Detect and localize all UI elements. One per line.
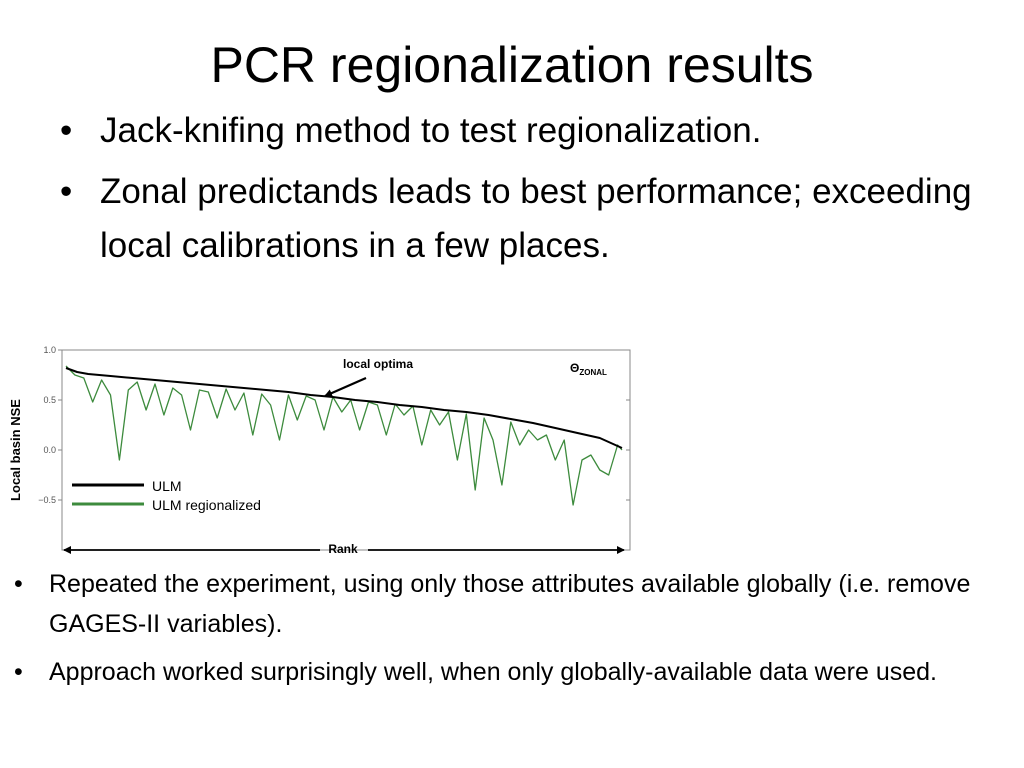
bullet-item: • Repeated the experiment, using only tho… [14, 564, 1014, 644]
bullet-item: • Jack-knifing method to test regionaliza… [60, 104, 980, 158]
y-tick-label: −0.5 [38, 495, 56, 505]
bottom-bullet-list: • Repeated the experiment, using only tho… [14, 564, 1014, 700]
y-tick-label: 0.5 [43, 395, 56, 405]
x-axis-label: Rank [328, 542, 358, 556]
slide-title: PCR regionalization results [210, 37, 814, 93]
local-optima-label: local optima [343, 357, 413, 371]
local-optima-arrow [324, 376, 367, 398]
bullet-item: • Approach worked surprisingly well, when… [14, 652, 1014, 692]
y-tick-label: 1.0 [43, 345, 56, 355]
nse-rank-chart: 1.0 0.5 0.0 −0.5 Local basin NSE local opti… [0, 330, 640, 565]
y-axis-ticks: 1.0 0.5 0.0 −0.5 [38, 345, 630, 505]
series-ulm-regionalized-line [65, 365, 623, 506]
series-layer [65, 365, 623, 506]
bullet-text: Repeated the experiment, using only thos… [49, 570, 971, 638]
bullet-dot-icon: • [14, 570, 23, 598]
bullet-text: Zonal predictands leads to best performa… [100, 172, 972, 265]
bullet-dot-icon: • [60, 172, 73, 211]
legend-ulm-label: ULM [152, 478, 182, 494]
legend-ulm-regionalized-label: ULM regionalized [152, 497, 261, 513]
theta-symbol: Θ [570, 361, 579, 375]
bullet-dot-icon: • [60, 111, 73, 150]
bullet-text: Jack-knifing method to test regionalizat… [100, 111, 762, 150]
y-tick-label: 0.0 [43, 445, 56, 455]
y-axis-label: Local basin NSE [8, 399, 23, 501]
chart-svg: 1.0 0.5 0.0 −0.5 Local basin NSE local opti… [8, 345, 631, 556]
bullet-item: • Zonal predictands leads to best perform… [60, 165, 980, 273]
series-ulm-line [65, 367, 623, 449]
bullet-text: Approach worked surprisingly well, when … [49, 658, 937, 686]
bullet-dot-icon: • [14, 658, 23, 686]
theta-zonal-label: ΘZONAL [570, 361, 607, 377]
top-bullet-list: • Jack-knifing method to test regionaliza… [60, 104, 980, 280]
theta-subscript: ZONAL [579, 368, 607, 377]
